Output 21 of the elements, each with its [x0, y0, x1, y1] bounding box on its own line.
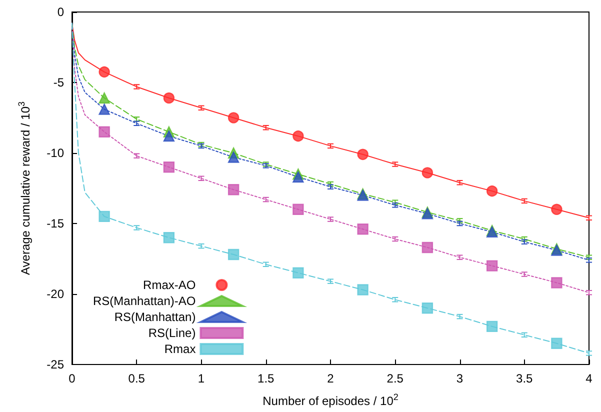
- legend-label: RS(Manhattan)-AO: [93, 294, 196, 308]
- x-tick-label: 4: [586, 372, 593, 386]
- x-tick-label: 2: [327, 372, 334, 386]
- y-tick-label: -25: [46, 358, 64, 372]
- y-tick-label: -20: [46, 287, 64, 301]
- x-tick-label: 1.5: [258, 372, 275, 386]
- legend-label: RS(Manhattan): [114, 310, 196, 324]
- legend-label: Rmax: [164, 342, 196, 356]
- x-tick-label: 3: [456, 372, 464, 386]
- x-tick-label: 2.5: [386, 372, 404, 386]
- x-tick-label: 1: [198, 372, 205, 386]
- x-tick-label: 3.5: [516, 372, 534, 386]
- y-tick-label: -5: [53, 76, 64, 90]
- legend-label: Rmax-AO: [143, 278, 196, 292]
- y-tick-label: -10: [46, 146, 64, 160]
- legend-label: RS(Line): [148, 326, 196, 340]
- y-tick-label: 0: [57, 5, 64, 19]
- y-axis-title: Average cumulative reward / 103: [16, 101, 32, 276]
- x-tick-label: 0: [68, 372, 76, 386]
- y-tick-label: -15: [46, 216, 64, 230]
- x-tick-label: 0.5: [128, 372, 146, 386]
